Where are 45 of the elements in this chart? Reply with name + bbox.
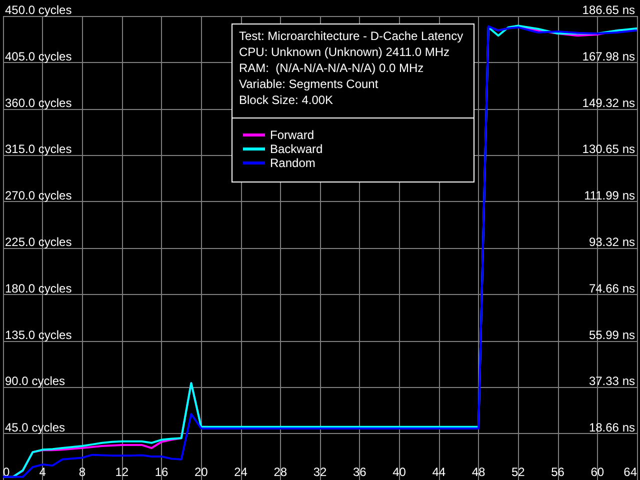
x-tick-label: 36 (352, 465, 367, 479)
y2-tick-label: 37.33 ns (588, 374, 635, 388)
y-tick-label: 90.0 cycles (5, 374, 66, 388)
annotation: Test: Microarchitecture - D-Cache Latency (239, 29, 464, 43)
y-tick-label: 405.0 cycles (5, 49, 72, 64)
y-tick-label: 45.0 cycles (5, 420, 66, 435)
x-tick-label: 60 (590, 465, 604, 479)
legend-label: Random (270, 156, 316, 170)
x-tick-label: 52 (511, 465, 526, 479)
x-tick-label: 20 (194, 465, 208, 479)
x-tick-label: 44 (432, 465, 446, 479)
annotation: RAM: (N/A-N/A-N/A-N/A) 0.0 MHz (239, 61, 424, 75)
y2-tick-label: 93.32 ns (588, 235, 635, 250)
annotation: CPU: Unknown (Unknown) 2411.0 MHz (239, 45, 450, 59)
x-tick-label: 24 (234, 465, 248, 479)
y2-tick-label: 130.65 ns (582, 142, 635, 156)
x-tick-label: 0 (3, 465, 10, 479)
x-tick-label: 40 (392, 465, 406, 479)
annotation: Block Size: 4.00K (239, 93, 334, 107)
y2-tick-label: 167.98 ns (582, 49, 635, 64)
y2-tick-label: 186.65 ns (582, 3, 635, 17)
y2-tick-label: 18.66 ns (588, 420, 635, 435)
y-tick-label: 180.0 cycles (5, 281, 72, 296)
y2-tick-label: 111.99 ns (584, 188, 635, 203)
x-tick-label: 12 (115, 465, 129, 479)
y-tick-label: 450.0 cycles (5, 3, 72, 17)
y-tick-label: 315.0 cycles (5, 142, 72, 156)
legend-label: Backward (270, 142, 323, 156)
y2-tick-label: 74.66 ns (588, 281, 635, 296)
x-tick-label: 64 (624, 465, 638, 479)
x-tick-label: 56 (551, 465, 565, 479)
y-tick-label: 270.0 cycles (5, 188, 72, 203)
legend-label: Forward (270, 128, 314, 142)
x-tick-label: 8 (78, 465, 86, 479)
y-tick-label: 225.0 cycles (5, 235, 72, 249)
x-tick-label: 28 (274, 465, 288, 479)
y-tick-label: 360.0 cycles (5, 96, 72, 110)
y2-tick-label: 55.99 ns (588, 328, 635, 342)
x-tick-label: 16 (154, 465, 168, 479)
y2-tick-label: 149.32 ns (582, 96, 635, 110)
annotation: Variable: Segments Count (239, 77, 379, 91)
x-tick-label: 4 (39, 465, 46, 479)
x-tick-label: 32 (313, 465, 327, 479)
x-tick-label: 48 (472, 465, 486, 479)
y-tick-label: 135.0 cycles (5, 328, 72, 342)
